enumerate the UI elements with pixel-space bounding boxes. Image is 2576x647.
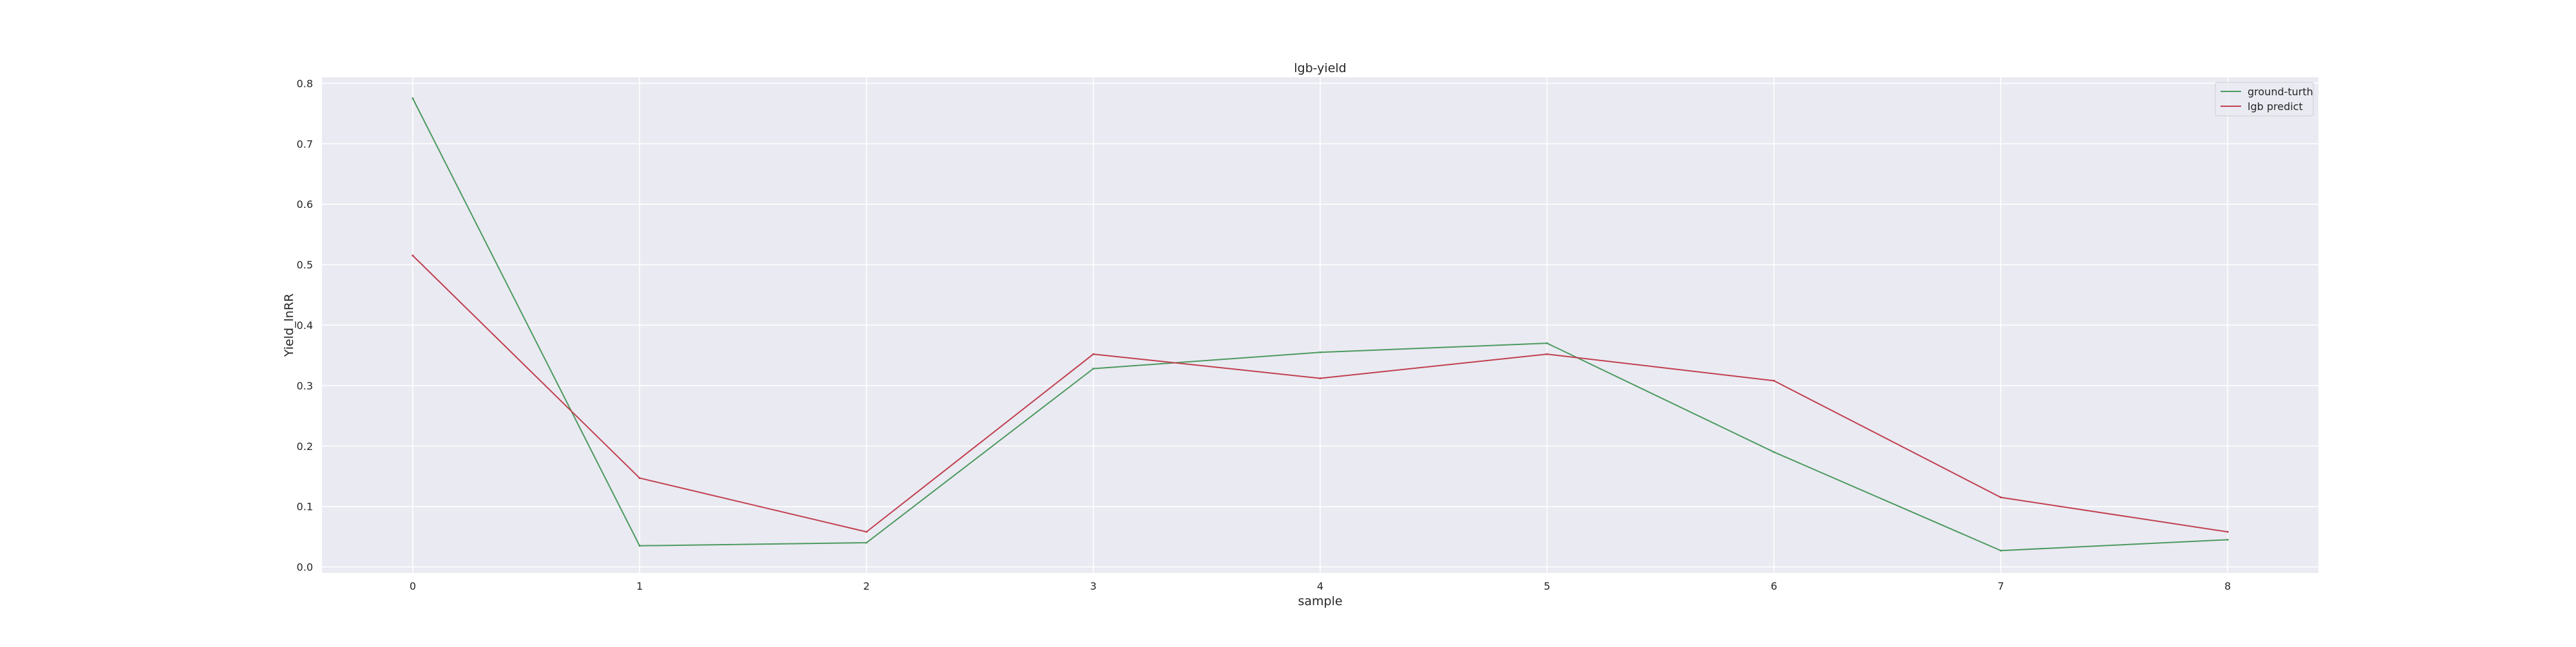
x-tick-label: 2 xyxy=(863,580,869,592)
data-point-ground-turth xyxy=(2226,538,2229,541)
data-point-lgb-predict xyxy=(412,254,414,257)
x-tick-label: 0 xyxy=(410,580,416,592)
data-point-ground-turth xyxy=(1546,342,1548,344)
data-point-ground-turth xyxy=(1773,451,1776,453)
data-point-lgb-predict xyxy=(1773,379,1776,382)
y-tick-label: 0.8 xyxy=(297,77,313,89)
x-axis-label: sample xyxy=(1298,594,1342,608)
y-tick-label: 0.4 xyxy=(297,319,313,332)
legend-label-ground-turth: ground-turth xyxy=(2248,86,2313,98)
chart-title: lgb-yield xyxy=(1294,61,1346,75)
legend-label-lgb-predict: lgb predict xyxy=(2248,100,2303,113)
x-tick-label: 6 xyxy=(1770,580,1777,592)
y-tick-label: 0.5 xyxy=(297,259,313,271)
x-tick-label: 3 xyxy=(1090,580,1097,592)
y-tick-label: 0.0 xyxy=(297,561,313,574)
series-lines xyxy=(412,97,2229,552)
data-point-lgb-predict xyxy=(638,477,641,480)
y-tick-label: 0.3 xyxy=(297,380,313,392)
x-tick-label: 7 xyxy=(1998,580,2004,592)
y-tick-label: 0.1 xyxy=(297,501,313,513)
data-point-ground-turth xyxy=(1319,351,1321,353)
data-point-ground-turth xyxy=(1092,368,1095,370)
data-point-lgb-predict xyxy=(1546,353,1548,355)
data-point-lgb-predict xyxy=(2000,496,2002,499)
data-point-lgb-predict xyxy=(1092,353,1095,355)
x-axis-ticks: 0 1 2 3 4 5 6 7 8 xyxy=(410,580,2231,592)
data-point-ground-turth xyxy=(2000,549,2002,552)
x-tick-label: 4 xyxy=(1317,580,1323,592)
data-point-lgb-predict xyxy=(2226,530,2229,533)
data-point-ground-turth xyxy=(638,545,641,547)
y-tick-label: 0.2 xyxy=(297,440,313,453)
legend: ground-turth lgb predict xyxy=(2215,82,2314,117)
data-point-ground-turth xyxy=(412,97,414,100)
y-tick-label: 0.7 xyxy=(297,138,313,150)
y-axis-label: Yield_lnRR xyxy=(282,294,296,357)
x-tick-label: 5 xyxy=(1544,580,1550,592)
x-tick-label: 8 xyxy=(2224,580,2231,592)
data-point-lgb-predict xyxy=(1319,377,1321,380)
y-tick-label: 0.6 xyxy=(297,198,313,211)
data-point-lgb-predict xyxy=(865,530,867,533)
data-point-ground-turth xyxy=(865,541,867,544)
y-axis-ticks: 0.0 0.1 0.2 0.3 0.4 0.5 0.6 0.7 0.8 xyxy=(297,77,313,573)
grid-lines xyxy=(322,77,2318,573)
x-tick-label: 1 xyxy=(636,580,643,592)
